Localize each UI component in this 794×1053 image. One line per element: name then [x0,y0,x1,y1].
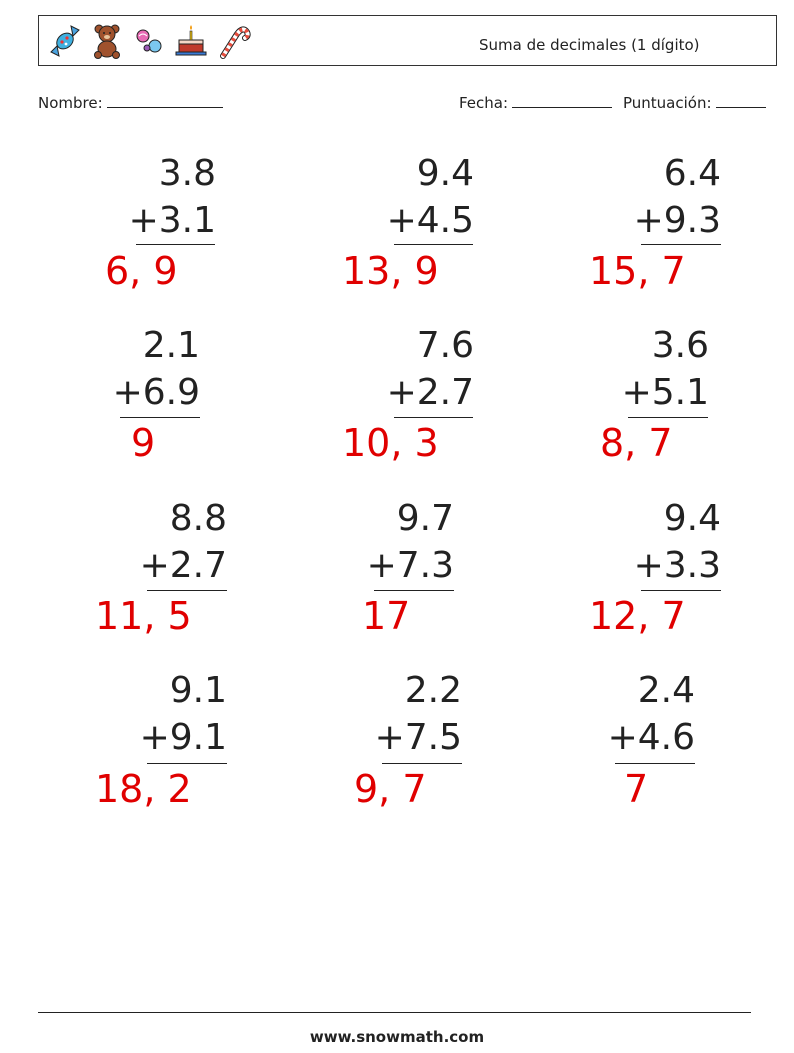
addend-top: 2.1 [142,325,200,366]
addend-bottom: +2.7 [386,372,474,413]
score-label: Puntuación: [623,94,712,112]
answer: 12, 7 [589,594,686,638]
addend-top: 9.1 [169,670,227,711]
answer: 11, 5 [95,594,192,638]
sum-line [394,244,473,245]
sum-line [374,590,454,591]
footer-divider [38,1012,751,1013]
candy-icon [50,25,80,57]
sum-line [147,590,227,591]
date-blank [512,93,613,108]
name-field: Nombre: [38,93,223,112]
addend-bottom: +4.6 [607,717,695,758]
answer: 9, 7 [354,767,427,811]
sum-line [147,763,227,764]
addend-top: 6.4 [663,153,721,194]
worksheet-header: Suma de decimales (1 dígito) [38,15,777,66]
addend-bottom: +7.3 [366,545,454,586]
sum-line [615,763,695,764]
name-label: Nombre: [38,94,103,112]
addend-bottom: +5.1 [621,372,709,413]
addend-top: 2.4 [637,670,695,711]
date-field: Fecha: [459,93,613,112]
addend-top: 9.4 [663,498,721,539]
addend-top: 2.2 [404,670,462,711]
answer: 18, 2 [95,767,192,811]
sum-line [641,244,721,245]
footer-url[interactable]: www.snowmath.com [309,1028,485,1046]
addend-bottom: +6.9 [112,372,200,413]
addend-top: 9.4 [416,153,474,194]
addend-top: 3.6 [651,325,709,366]
sum-line [120,417,200,418]
worksheet-title: Suma de decimales (1 dígito) [479,36,700,54]
answer: 6, 9 [105,249,178,293]
addend-top: 9.7 [396,498,454,539]
answer: 15, 7 [589,249,686,293]
date-label: Fecha: [459,94,509,112]
addend-top: 8.8 [169,498,227,539]
addend-bottom: +9.1 [139,717,227,758]
sum-line [641,590,721,591]
candy-cane-icon [220,26,251,59]
sum-line [394,417,473,418]
addend-top: 7.6 [416,325,474,366]
answer: 10, 3 [342,421,439,465]
sum-line [382,763,462,764]
birthday-cake-icon [175,25,207,56]
sum-line [628,417,708,418]
addend-bottom: +7.5 [374,717,462,758]
header-icons [47,22,251,60]
score-blank [715,93,766,108]
addend-bottom: +4.5 [386,200,474,241]
teddy-bear-icon [94,24,120,59]
addend-bottom: +9.3 [633,200,721,241]
addend-bottom: +3.1 [128,200,216,241]
answer: 9 [131,421,156,465]
name-blank [106,93,223,108]
sum-line [136,244,215,245]
score-field: Puntuación: [623,93,766,112]
addend-bottom: +3.3 [633,545,721,586]
addend-bottom: +2.7 [139,545,227,586]
candies-icon [136,29,162,53]
answer: 17 [362,594,411,638]
answer: 8, 7 [600,421,673,465]
answer: 7 [624,767,649,811]
addend-top: 3.8 [158,153,216,194]
answer: 13, 9 [342,249,439,293]
